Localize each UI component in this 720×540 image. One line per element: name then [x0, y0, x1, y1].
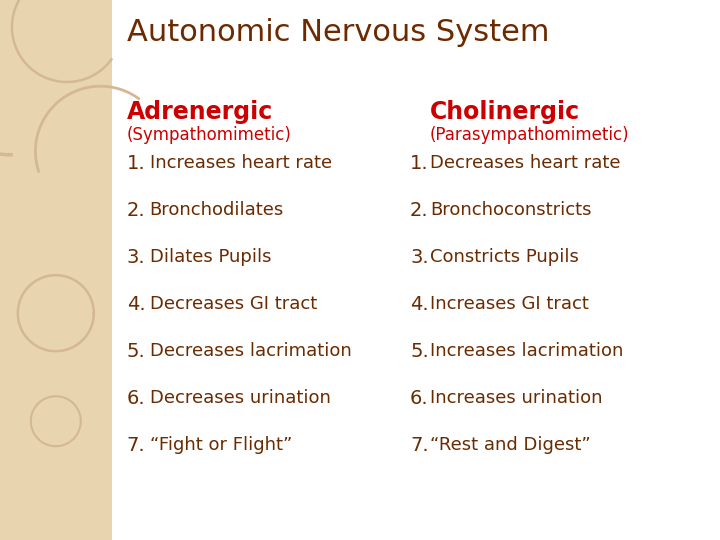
Text: “Rest and Digest”: “Rest and Digest” [430, 436, 590, 454]
Text: 1.: 1. [410, 154, 428, 173]
Text: “Fight or Flight”: “Fight or Flight” [150, 436, 292, 454]
Text: Bronchodilates: Bronchodilates [150, 201, 284, 219]
Text: (Parasympathomimetic): (Parasympathomimetic) [430, 126, 629, 144]
Text: Autonomic Nervous System: Autonomic Nervous System [127, 18, 549, 47]
Text: Decreases urination: Decreases urination [150, 389, 330, 407]
Text: 7.: 7. [410, 436, 428, 455]
Text: Increases heart rate: Increases heart rate [150, 154, 332, 172]
Text: 4.: 4. [127, 295, 145, 314]
Text: 2.: 2. [410, 201, 428, 220]
Text: Dilates Pupils: Dilates Pupils [150, 248, 271, 266]
Text: 6.: 6. [410, 389, 428, 408]
Text: Bronchoconstricts: Bronchoconstricts [430, 201, 592, 219]
Text: 7.: 7. [127, 436, 145, 455]
Text: Decreases lacrimation: Decreases lacrimation [150, 342, 351, 360]
Text: Increases lacrimation: Increases lacrimation [430, 342, 624, 360]
Text: 1.: 1. [127, 154, 145, 173]
Text: 5.: 5. [127, 342, 145, 361]
Text: Decreases GI tract: Decreases GI tract [150, 295, 317, 313]
FancyBboxPatch shape [0, 0, 112, 540]
Text: 4.: 4. [410, 295, 428, 314]
Text: Increases GI tract: Increases GI tract [430, 295, 589, 313]
Text: Increases urination: Increases urination [430, 389, 603, 407]
Text: Cholinergic: Cholinergic [430, 100, 580, 124]
Text: 3.: 3. [410, 248, 428, 267]
Text: 3.: 3. [127, 248, 145, 267]
Text: 2.: 2. [127, 201, 145, 220]
Text: Decreases heart rate: Decreases heart rate [430, 154, 621, 172]
Text: Constricts Pupils: Constricts Pupils [430, 248, 579, 266]
Text: 5.: 5. [410, 342, 428, 361]
Text: 6.: 6. [127, 389, 145, 408]
Text: Adrenergic: Adrenergic [127, 100, 273, 124]
Text: (Sympathomimetic): (Sympathomimetic) [127, 126, 292, 144]
